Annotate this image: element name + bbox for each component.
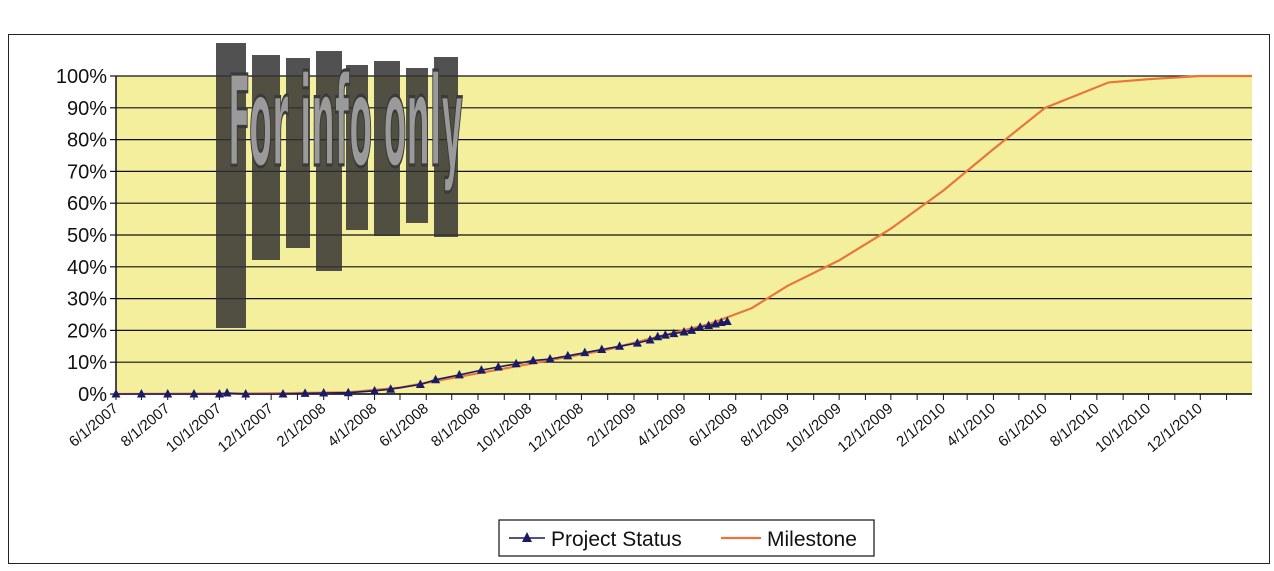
x-axis-ticks: 6/1/20078/1/200710/1/200712/1/20072/1/20… (66, 394, 1228, 456)
y-tick-label: 100% (56, 66, 107, 88)
x-tick-label: 6/1/2010 (995, 400, 1051, 451)
x-tick-label: 12/1/2009 (834, 400, 896, 456)
project-status-point (431, 374, 441, 384)
watermark-slab (216, 43, 246, 328)
legend-milestone-label: Milestone (767, 528, 857, 551)
x-tick-label: 10/1/2008 (473, 400, 535, 456)
legend-project-status-label: Project Status (551, 528, 682, 551)
x-tick-label: 2/1/2009 (584, 400, 640, 451)
project-status-point (415, 379, 425, 388)
project-status-point (704, 320, 714, 330)
x-tick-label: 2/1/2010 (893, 400, 949, 451)
y-tick-label: 0% (78, 384, 107, 406)
project-status-point (386, 384, 396, 393)
watermark-slab (374, 61, 400, 236)
y-tick-label: 80% (67, 130, 107, 152)
project-status-point (669, 328, 679, 338)
x-tick-label: 4/1/2009 (634, 400, 690, 451)
x-tick-label: 6/1/2007 (66, 400, 122, 451)
project-status-point (300, 388, 310, 397)
project-status-point (278, 389, 288, 398)
x-tick-label: 10/1/2010 (1092, 400, 1154, 456)
y-tick-label: 60% (67, 193, 107, 215)
x-tick-label: 10/1/2009 (783, 400, 845, 456)
project-status-point (189, 389, 199, 398)
y-tick-label: 50% (67, 225, 107, 247)
project-status-point (511, 358, 521, 368)
project-status-point (679, 326, 689, 336)
x-tick-label: 4/1/2010 (943, 400, 999, 451)
watermark-text: For info only (228, 49, 463, 195)
project-status-point (645, 334, 655, 344)
project-status-point (343, 387, 353, 397)
x-tick-label: 10/1/2007 (163, 400, 225, 456)
watermark-slab (252, 55, 280, 260)
project-status-point (476, 365, 486, 374)
legend-project-status-marker (522, 532, 532, 542)
project-status-point (563, 350, 573, 360)
y-tick-label: 20% (67, 320, 107, 342)
watermark-block: For info onlyFor info only (216, 43, 464, 328)
project-status-point (660, 330, 670, 339)
line-chart: 0% 10% 20% 30% 40% 50% 60% 70% 80% 90% 100% 6/1/20… (56, 43, 1252, 557)
project-status-point (580, 347, 590, 357)
project-status-point (493, 361, 503, 371)
x-tick-label: 12/1/2008 (525, 400, 587, 456)
project-status-point (632, 338, 642, 347)
project-status-point (653, 331, 663, 341)
project-status-point (722, 316, 732, 325)
legend: Project Status Milestone (498, 519, 875, 557)
watermark-slab (286, 58, 310, 248)
watermark: For info onlyFor info only (216, 43, 464, 328)
project-status-point (136, 389, 146, 398)
y-tick-label: 30% (67, 289, 107, 311)
project-status-point (319, 388, 329, 397)
project-status-point (454, 369, 464, 379)
watermark-slab (406, 68, 428, 223)
x-tick-label: 2/1/2008 (274, 400, 330, 451)
watermark-slab (346, 65, 368, 230)
project-status-point (370, 385, 380, 395)
legend-box (498, 519, 875, 557)
x-tick-label: 4/1/2008 (324, 400, 380, 451)
y-tick-label: 10% (67, 352, 107, 374)
series-layer (111, 74, 1252, 398)
x-tick-label: 6/1/2008 (376, 400, 432, 451)
project-status-point (545, 354, 555, 363)
project-status-point (528, 355, 538, 365)
project-status-point (111, 389, 121, 398)
chart-frame: 0% 10% 20% 30% 40% 50% 60% 70% 80% 90% 100% 6/1/20… (8, 34, 1270, 564)
y-tick-label: 90% (67, 98, 107, 120)
y-axis-ticks: 0% 10% 20% 30% 40% 50% 60% 70% 80% 90% 100% (56, 66, 116, 406)
project-status-point (695, 322, 705, 331)
x-tick-label: 12/1/2007 (215, 400, 277, 456)
x-tick-label: 6/1/2009 (686, 400, 742, 451)
watermark-slab (434, 57, 458, 237)
project-status-point (597, 344, 607, 353)
project-status-point (241, 389, 251, 398)
y-tick-label: 70% (67, 161, 107, 183)
project-status-point (222, 388, 232, 397)
project-status-point (163, 389, 173, 398)
x-tick-label: 12/1/2010 (1144, 400, 1206, 456)
watermark-slab (316, 51, 342, 271)
project-status-point (687, 325, 697, 334)
y-tick-label: 40% (67, 257, 107, 279)
project-status-point (214, 389, 224, 398)
project-status-point (615, 341, 625, 350)
